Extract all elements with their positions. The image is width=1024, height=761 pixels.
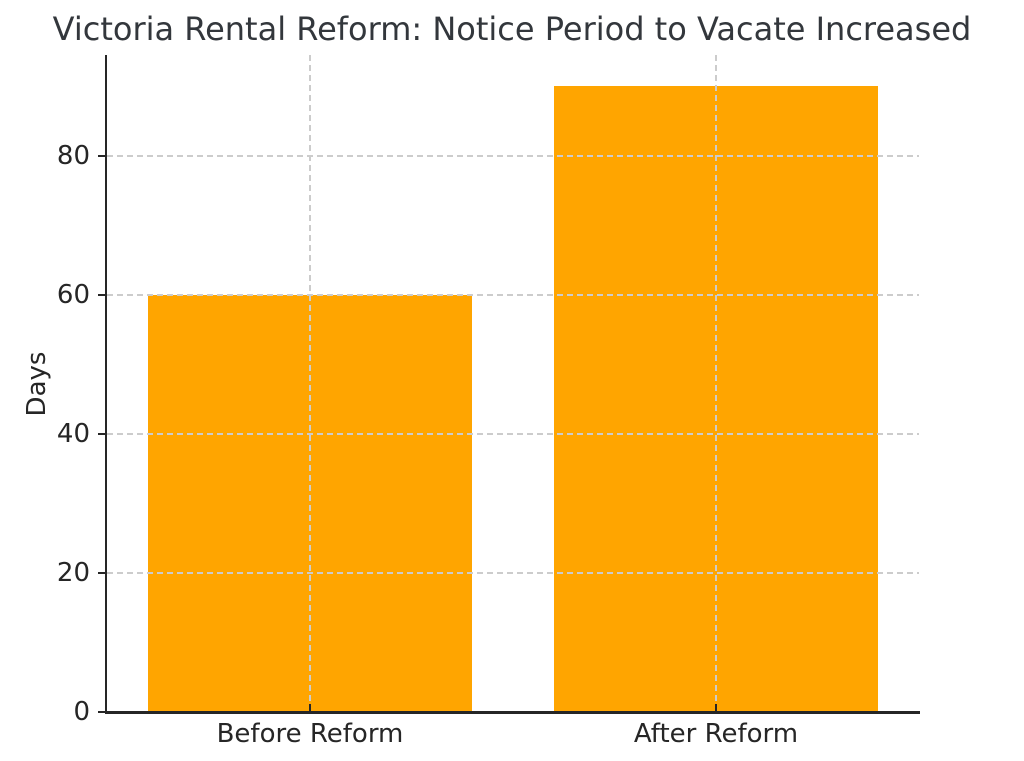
x-tick-mark-0 (309, 704, 311, 712)
gridline-y-80 (107, 154, 919, 157)
y-axis-label: Days (22, 351, 52, 417)
y-tick-label-60: 60 (56, 279, 90, 310)
y-tick-label-20: 20 (56, 557, 90, 588)
y-tick-label-80: 80 (56, 140, 90, 171)
gridline-y-20 (107, 571, 919, 574)
x-tick-label-1: After Reform (633, 719, 799, 749)
gridline-y-40 (107, 432, 919, 435)
y-tick-label-40: 40 (56, 418, 90, 449)
plot-area (107, 55, 919, 712)
x-axis-spine (105, 711, 920, 714)
y-axis-spine (105, 55, 107, 713)
y-tick-mark-20 (98, 571, 106, 574)
y-tick-label-0: 0 (73, 697, 90, 727)
chart-title: Victoria Rental Reform: Notice Period to… (52, 10, 972, 48)
gridline-y-60 (107, 293, 919, 296)
gridline-x-1 (715, 55, 717, 712)
y-tick-mark-0 (98, 711, 106, 713)
y-tick-mark-60 (98, 293, 106, 296)
y-tick-mark-80 (98, 154, 106, 157)
x-tick-label-0: Before Reform (216, 719, 404, 749)
x-tick-mark-1 (715, 704, 717, 712)
gridline-x-0 (309, 55, 311, 712)
y-tick-mark-40 (98, 432, 106, 435)
